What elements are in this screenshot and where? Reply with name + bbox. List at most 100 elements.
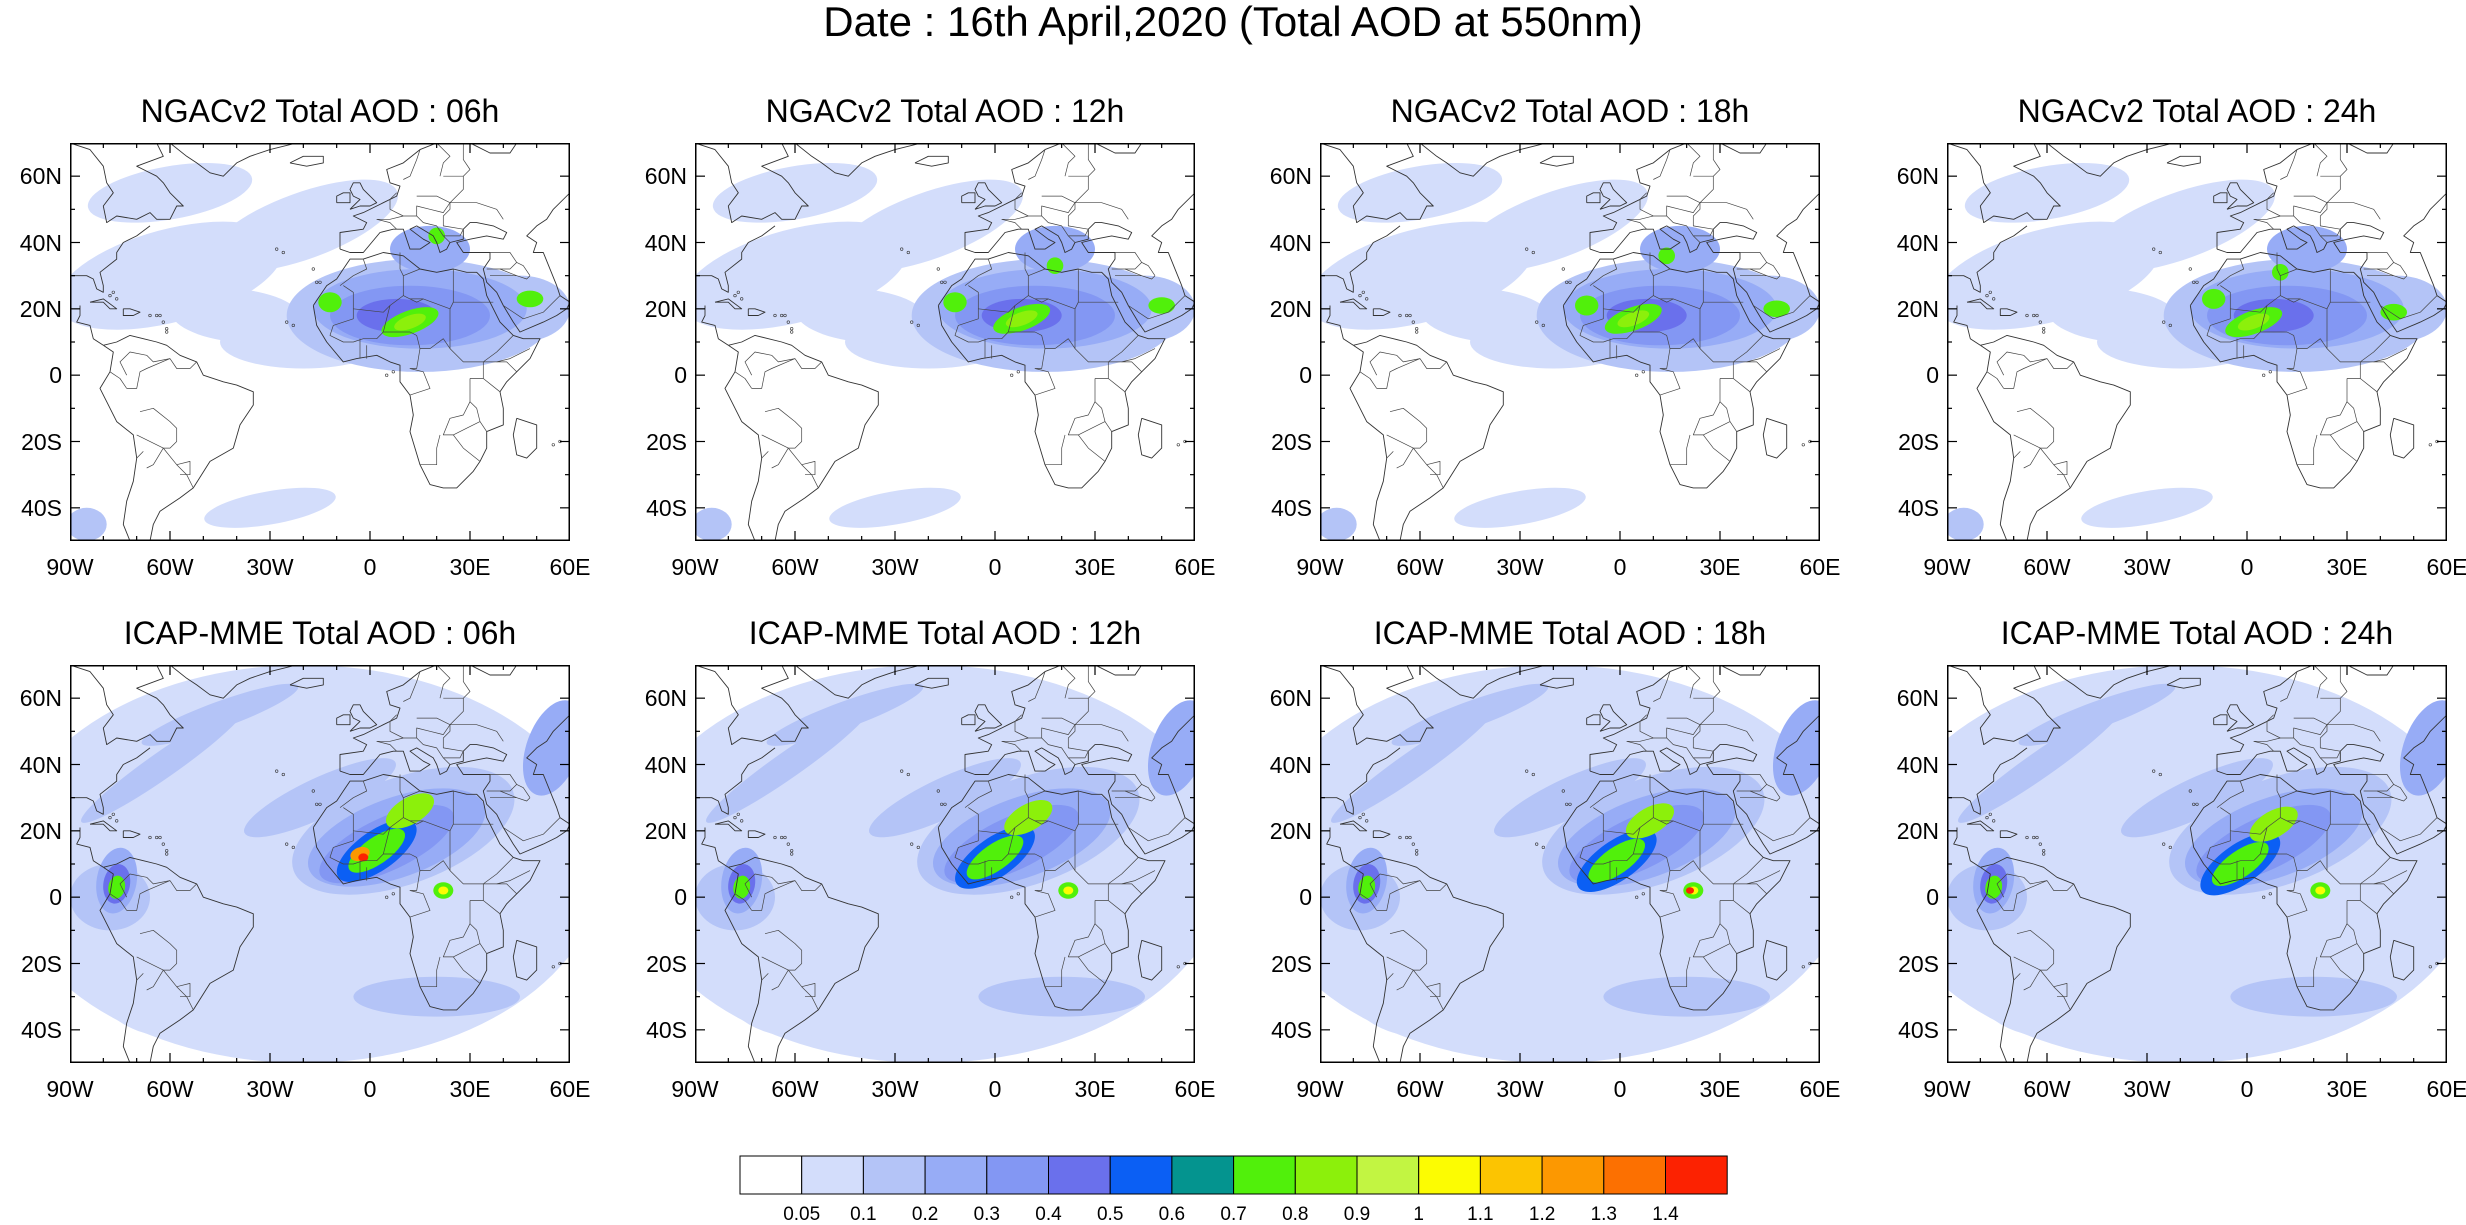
country-border	[416, 717, 451, 738]
country-border	[399, 774, 404, 798]
aod-field	[348, 828, 406, 873]
island	[551, 443, 555, 447]
island	[2428, 443, 2432, 447]
island	[1988, 812, 1992, 816]
lat-label: 0	[1926, 884, 1939, 911]
lat-label: 40N	[19, 751, 62, 778]
country-border	[1369, 351, 1421, 376]
country-border	[954, 807, 1076, 871]
lon-label: 30E	[2326, 1076, 2368, 1102]
country-border	[339, 258, 368, 286]
aod-field	[2047, 973, 2247, 1054]
lon-label: 90W	[1296, 1076, 1344, 1102]
country-border	[1746, 348, 1781, 363]
lon-label: 60W	[2023, 1076, 2071, 1102]
country-border	[1632, 295, 1674, 333]
country-border	[1626, 215, 1701, 243]
country-border	[2003, 880, 2048, 911]
aod-field	[795, 288, 929, 343]
country-border	[376, 215, 451, 243]
lat-label: 40N	[1269, 229, 1312, 256]
island	[943, 802, 947, 806]
island	[1568, 280, 1572, 284]
aod-field	[1603, 976, 1770, 1017]
country-border	[146, 969, 164, 991]
country-border	[2230, 305, 2268, 313]
island	[2158, 250, 2162, 255]
country-border	[1074, 665, 1096, 725]
country-border	[119, 351, 171, 376]
coastline	[122, 308, 141, 316]
island	[1398, 313, 1402, 318]
island	[1176, 965, 1180, 969]
country-border	[2253, 737, 2328, 765]
country-border	[409, 348, 431, 396]
coastline	[1762, 939, 1788, 981]
country-border	[2319, 900, 2358, 984]
country-border	[2016, 407, 2055, 442]
coastline	[714, 298, 743, 310]
country-border	[1001, 215, 1076, 243]
country-border	[2023, 969, 2041, 991]
country-border	[801, 461, 816, 476]
country-border	[2326, 302, 2361, 363]
country-border	[139, 407, 178, 442]
country-border	[1115, 774, 1143, 792]
coastline	[961, 192, 976, 204]
country-border	[1426, 983, 1441, 998]
island	[1992, 819, 1996, 823]
aod-field	[2085, 179, 2275, 273]
country-border	[1699, 824, 1734, 885]
coastline	[1539, 155, 1574, 167]
coastline	[2213, 714, 2228, 726]
island	[2162, 320, 2166, 324]
country-border	[442, 378, 481, 462]
country-border	[1024, 252, 1029, 276]
colorbar-box	[1665, 1155, 1728, 1195]
country-border	[2266, 714, 2281, 739]
country-border	[483, 361, 517, 373]
coastline	[2166, 155, 2201, 167]
island	[906, 250, 910, 255]
country-border	[2253, 215, 2328, 243]
island	[1565, 802, 1569, 806]
country-border	[1699, 302, 1734, 363]
coastline	[974, 182, 1003, 210]
country-border	[2293, 195, 2328, 216]
island	[158, 835, 162, 840]
country-border	[436, 143, 451, 177]
aod-field	[2121, 758, 2273, 838]
country-border	[1094, 401, 1112, 432]
aod-field	[204, 487, 336, 528]
coastline	[1320, 747, 1401, 815]
country-border	[1061, 665, 1076, 699]
lon-label: 0	[363, 1076, 377, 1102]
aod-map	[1947, 665, 2447, 1063]
island	[551, 965, 555, 969]
colorbar-level-label: 0.9	[1343, 1204, 1371, 1225]
colorbar-box	[1418, 1155, 1481, 1195]
coastline	[1953, 827, 1981, 868]
lon-label: 0	[363, 554, 377, 580]
country-border	[764, 929, 803, 964]
country-border	[794, 880, 822, 891]
country-border	[1653, 671, 1671, 702]
island	[1398, 835, 1402, 840]
coastline	[747, 308, 766, 316]
country-border	[1007, 295, 1049, 333]
aod-field	[1772, 700, 1820, 796]
country-border	[1359, 893, 1377, 911]
country-border	[1996, 873, 2048, 898]
colorbar-box	[1171, 1155, 1235, 1195]
country-border	[794, 358, 822, 369]
island	[1535, 320, 1539, 324]
country-border	[503, 295, 561, 320]
island	[2042, 327, 2046, 331]
lat-label: 0	[1299, 362, 1312, 389]
lon-label: 30E	[1699, 554, 1741, 580]
island	[391, 892, 395, 896]
aod-field	[1575, 295, 1599, 316]
island	[2262, 373, 2266, 377]
country-border	[1692, 378, 1731, 462]
lat-label: 40N	[1896, 751, 1939, 778]
